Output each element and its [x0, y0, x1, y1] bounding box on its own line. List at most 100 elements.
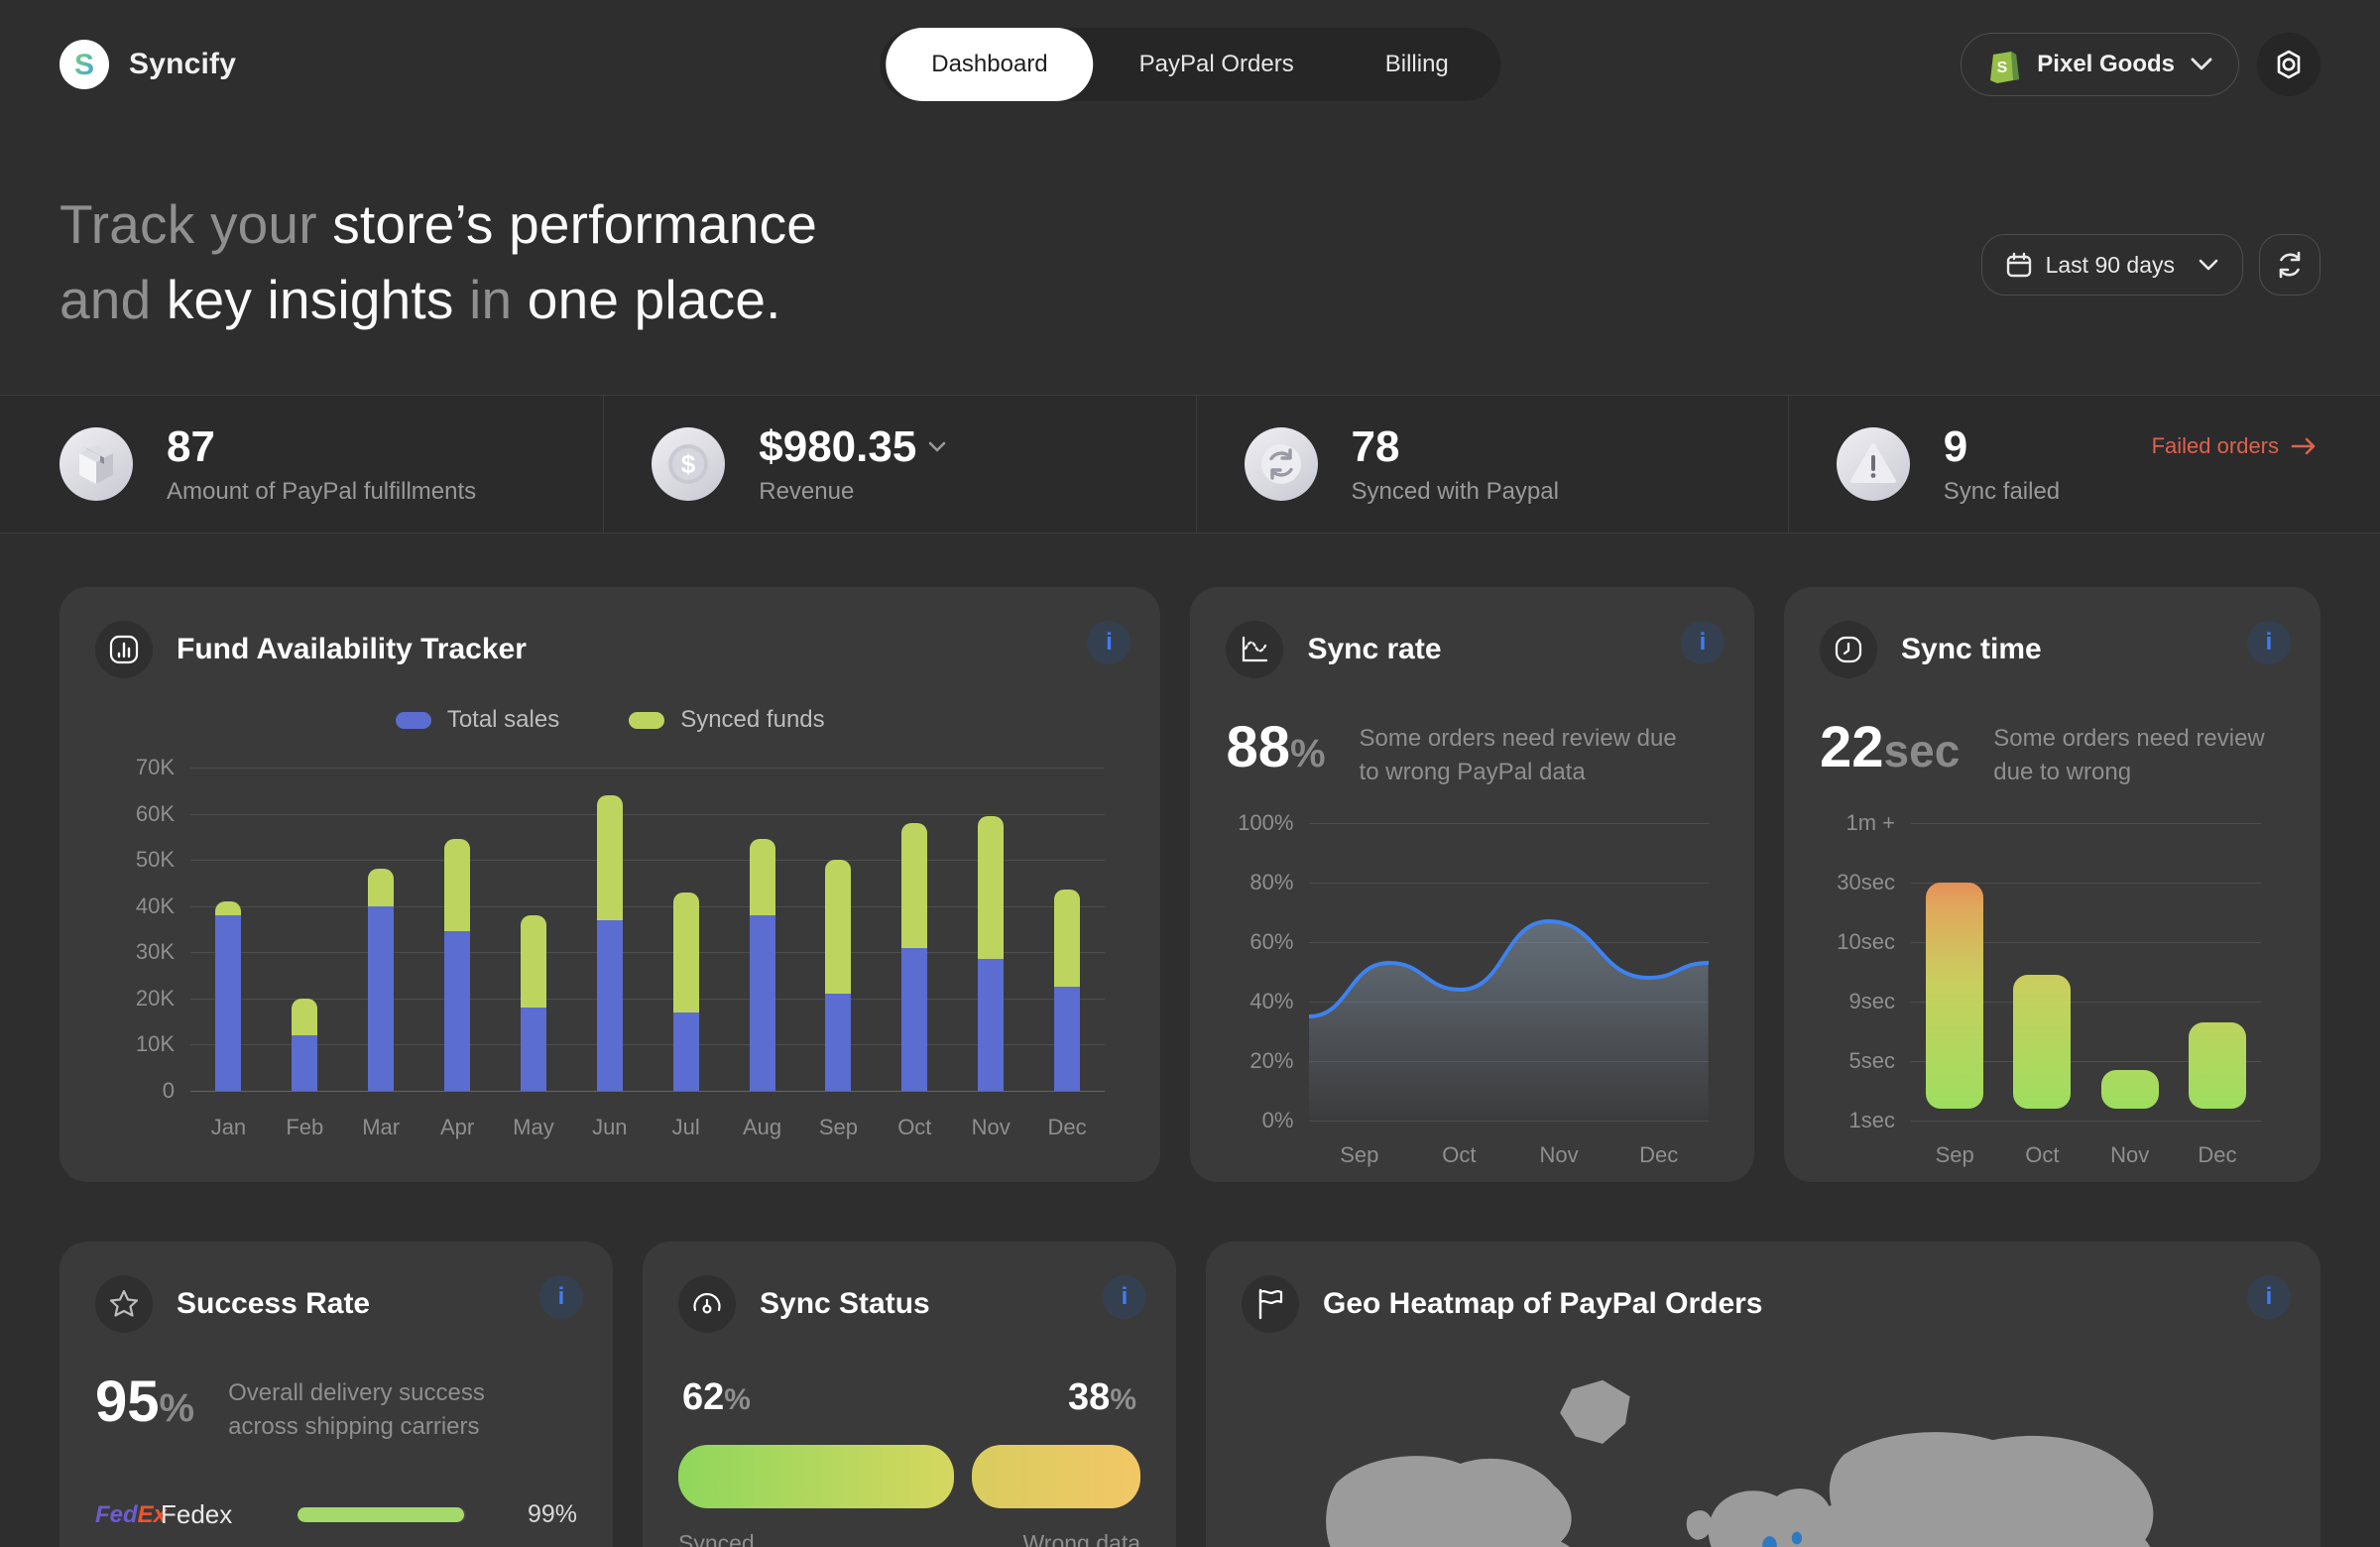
stacked-bar[interactable] — [901, 822, 928, 1091]
sync-time-bar[interactable] — [1926, 883, 1984, 1109]
gridline — [1911, 823, 2261, 824]
stacked-bar[interactable] — [672, 892, 699, 1091]
total-sales-segment — [368, 905, 395, 1091]
info-icon[interactable]: i — [1103, 1275, 1146, 1319]
store-selector[interactable]: S Pixel Goods — [1961, 33, 2239, 96]
stat-label: Amount of PayPal fulfillments — [167, 478, 477, 505]
package-icon — [60, 427, 133, 501]
stacked-bar[interactable] — [368, 869, 395, 1091]
sync-rate-area — [1309, 921, 1710, 1121]
sync-time-chart: 1m + 30sec 10sec 9sec 5sec 1sec — [1837, 810, 2261, 1132]
sync-rate-chart: 100% 80% 60% 40% 20% 0% — [1238, 810, 1710, 1132]
tab-paypal-orders[interactable]: PayPal Orders — [1138, 51, 1294, 77]
gridline — [190, 905, 1106, 907]
x-tick-label: Sep — [1935, 1142, 1974, 1167]
page-title: Track your store’s performance and key i… — [60, 186, 817, 337]
y-tick-label: 60% — [1250, 929, 1294, 954]
stacked-bar[interactable] — [520, 915, 546, 1091]
stacked-bar[interactable] — [292, 998, 318, 1091]
y-tick-label: 100% — [1238, 810, 1294, 835]
stacked-bar[interactable] — [825, 860, 852, 1091]
chevron-down-icon[interactable] — [928, 441, 946, 453]
stats-band: 87 Amount of PayPal fulfillments $ $980.35 R… — [0, 395, 2380, 534]
card-title: Fund Availability Tracker — [177, 633, 527, 665]
synced-funds-segment — [292, 998, 318, 1036]
info-icon[interactable]: i — [1681, 621, 1726, 664]
info-icon[interactable]: i — [2247, 1275, 2291, 1319]
wrong-data-percent: 38% — [1068, 1376, 1136, 1418]
svg-text:$: $ — [681, 449, 696, 479]
x-tick-label: Dec — [1047, 1115, 1087, 1139]
total-sales-segment — [292, 1035, 318, 1091]
sync-time-x-axis: Sep Oct Nov Dec — [1911, 1142, 2261, 1168]
carrier-progress-fill — [298, 1507, 465, 1522]
order-location-dot — [1762, 1536, 1777, 1547]
stacked-bar[interactable] — [444, 839, 471, 1091]
stat-label: Sync failed — [1943, 478, 2061, 505]
x-tick-label: Jun — [592, 1115, 628, 1139]
y-tick-label: 1m + — [1845, 810, 1896, 835]
world-map — [1242, 1357, 2285, 1547]
tab-billing[interactable]: Billing — [1384, 51, 1449, 77]
y-tick-label: 10sec — [1837, 929, 1896, 954]
success-rate-card: Success Rate i 95% Overall delivery succ… — [60, 1242, 613, 1547]
y-tick-label: 10K — [135, 1031, 175, 1057]
main-nav: Dashboard PayPal Orders Billing — [880, 28, 1500, 101]
refresh-button[interactable] — [2259, 234, 2320, 296]
svg-text:S: S — [74, 49, 94, 81]
y-tick-label: 80% — [1250, 870, 1294, 894]
stacked-bar[interactable] — [596, 794, 623, 1091]
bar-column-jun — [571, 768, 648, 1091]
bar-chart-icon — [95, 621, 153, 678]
sync-time-bar[interactable] — [2100, 1070, 2159, 1109]
sync-time-bar[interactable] — [2188, 1022, 2246, 1109]
app-title: Syncify — [129, 48, 237, 80]
stat-value: 78 — [1351, 422, 1400, 471]
stacked-bar[interactable] — [1054, 890, 1081, 1091]
title-bright-2: key insights — [166, 269, 470, 330]
gridline — [190, 1091, 1106, 1092]
gauge-icon — [678, 1275, 736, 1333]
fund-chart: 70K 60K 50K 40K 30K 20K 10K 0 — [136, 755, 1106, 1103]
title-bright-3: one place. — [527, 269, 781, 330]
total-sales-segment — [215, 915, 242, 1091]
settings-button[interactable] — [2257, 33, 2320, 96]
info-icon[interactable]: i — [539, 1275, 583, 1319]
wrong-data-bar[interactable] — [971, 1445, 1140, 1508]
stacked-bar[interactable] — [215, 901, 242, 1091]
x-tick-label: Nov — [971, 1115, 1011, 1139]
total-sales-segment — [672, 1012, 699, 1091]
gridline — [1309, 1121, 1710, 1122]
stacked-bar[interactable] — [978, 815, 1005, 1091]
shopify-bag-icon: S — [1987, 46, 2021, 83]
brand: S Syncify — [60, 40, 236, 89]
gridline — [1309, 883, 1710, 884]
gridline — [1911, 1061, 2261, 1062]
y-tick-label: 1sec — [1848, 1108, 1896, 1132]
date-range-label: Last 90 days — [2045, 251, 2175, 278]
date-range-selector[interactable]: Last 90 days — [1980, 234, 2243, 296]
x-tick-label: Jan — [210, 1115, 247, 1139]
success-rate-value: 95% — [95, 1369, 195, 1434]
info-icon[interactable]: i — [1087, 621, 1131, 664]
warning-triangle-icon — [1836, 427, 1910, 501]
info-icon[interactable]: i — [2247, 621, 2291, 664]
carrier-percent: 99% — [527, 1500, 577, 1528]
sync-time-bar[interactable] — [2013, 975, 2072, 1109]
x-tick-label: Dec — [2198, 1142, 2237, 1167]
synced-funds-segment — [444, 839, 471, 932]
y-tick-label: 50K — [135, 847, 175, 873]
stat-texts: 9 Sync failed — [1944, 422, 2060, 506]
y-tick-label: 30sec — [1837, 870, 1896, 894]
total-sales-segment — [444, 931, 471, 1091]
calendar-icon — [2006, 252, 2032, 278]
stat-value: 9 — [1943, 422, 1968, 471]
title-dim-3: in — [469, 269, 528, 330]
failed-orders-link[interactable]: Failed orders — [2152, 433, 2317, 459]
x-tick-label: Jul — [671, 1115, 700, 1139]
stacked-bar[interactable] — [749, 839, 775, 1091]
synced-bar[interactable] — [678, 1445, 954, 1508]
carrier-progress-track — [298, 1507, 466, 1522]
tab-dashboard[interactable]: Dashboard — [886, 28, 1094, 101]
